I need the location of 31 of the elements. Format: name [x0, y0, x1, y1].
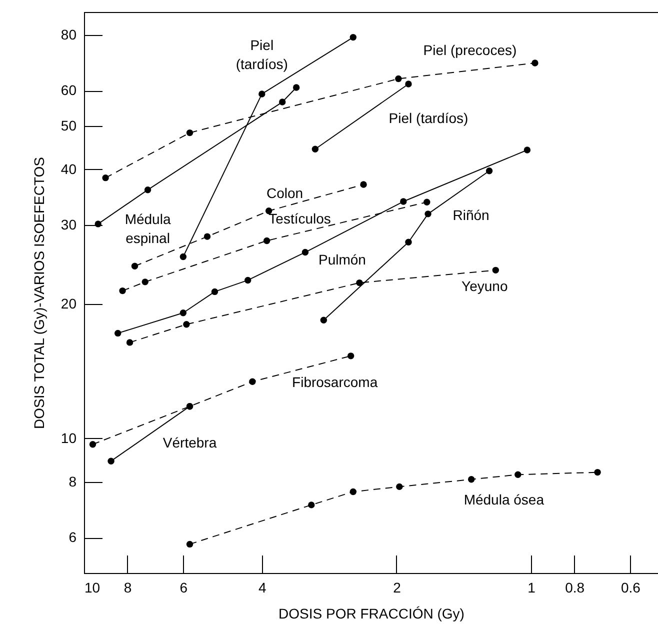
series-label: Vértebra — [162, 434, 217, 450]
series-label: Piel (precoces) — [423, 42, 517, 58]
y-tick-label: 30 — [60, 216, 77, 233]
x-axis-title: DOSIS POR FRACCIÓN (Gy) — [278, 606, 464, 622]
series-label: Testículos — [268, 210, 331, 227]
x-tick-label: 0.8 — [565, 580, 585, 596]
series-label: Piel (tardíos) — [388, 110, 468, 126]
y-tick-label: 8 — [68, 473, 77, 490]
series-label: Riñón — [452, 206, 490, 223]
legend-label: Médula espinal — [124, 210, 171, 246]
y-tick-label: 20 — [60, 295, 77, 312]
series-label: Colon — [266, 184, 304, 201]
x-tick-label: 0.6 — [620, 580, 641, 596]
x-tick-label: 4 — [258, 580, 266, 596]
x-tick-label: 8 — [124, 580, 132, 596]
series-label: Yeyuno — [462, 278, 508, 294]
x-tick-label: 2 — [393, 580, 402, 596]
x-tick-label: 10 — [84, 580, 100, 596]
y-tick-label: 10 — [60, 430, 77, 446]
x-tick-label: 6 — [180, 580, 188, 596]
y-tick-label: 40 — [60, 160, 77, 177]
y-tick-label: 60 — [60, 82, 77, 98]
y-axis-title: DOSIS TOTAL (Gy)-VARIOS ISOEFECTOS — [30, 156, 47, 430]
y-tick-label: 6 — [68, 529, 77, 546]
series-label: Médula ósea — [464, 492, 544, 508]
series-label: Fibrosarcoma — [292, 374, 378, 390]
series-label: Piel (tardíos) — [236, 36, 288, 72]
series-label: Pulmón — [318, 251, 366, 268]
y-tick-label: 80 — [60, 26, 77, 42]
y-tick-label: 50 — [60, 118, 77, 134]
x-tick-label: 1 — [528, 580, 536, 596]
